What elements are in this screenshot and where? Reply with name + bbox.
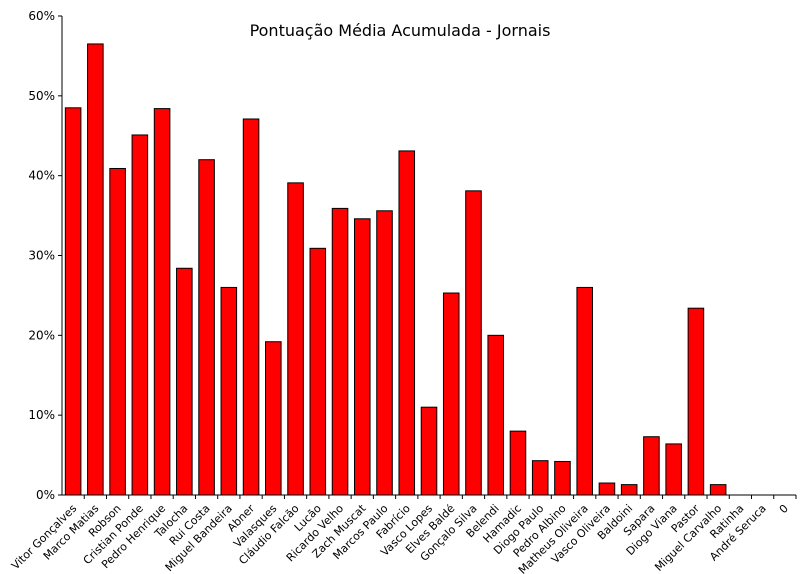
bar xyxy=(131,134,149,496)
bar xyxy=(153,108,171,496)
bar xyxy=(265,341,282,496)
y-tick-label: 30% xyxy=(28,249,55,263)
bar xyxy=(531,460,549,496)
y-tick-label: 20% xyxy=(28,328,55,342)
bar xyxy=(176,267,193,496)
y-tick-label: 40% xyxy=(28,169,55,183)
bar xyxy=(398,150,416,496)
bars-group xyxy=(64,43,727,496)
bar xyxy=(353,218,371,496)
bar xyxy=(665,443,682,496)
bar xyxy=(287,182,304,496)
bar xyxy=(687,307,705,496)
y-tick-label: 50% xyxy=(28,89,55,103)
y-tick-label: 10% xyxy=(28,408,55,422)
bar xyxy=(576,286,593,496)
x-tick-label: 0 xyxy=(777,502,791,516)
y-tick-label: 60% xyxy=(28,9,55,23)
chart-title: Pontuação Média Acumulada - Jornais xyxy=(250,21,551,40)
y-axis-ticks: 0% 10% 20% 30% 40% 50% 60% xyxy=(28,9,62,502)
bar xyxy=(198,159,215,496)
bar xyxy=(220,286,238,496)
bar xyxy=(309,247,327,496)
bar xyxy=(643,436,660,496)
bar xyxy=(509,430,527,496)
bar xyxy=(109,167,126,496)
bar xyxy=(709,484,727,496)
bar xyxy=(331,207,349,496)
bar xyxy=(554,460,571,496)
bar xyxy=(242,118,260,496)
bar xyxy=(420,406,438,496)
bar xyxy=(64,107,82,496)
bar xyxy=(620,484,638,496)
bar xyxy=(87,43,104,496)
bar xyxy=(465,190,482,496)
bar xyxy=(598,482,616,496)
y-tick-label: 0% xyxy=(36,488,55,502)
bar xyxy=(487,334,505,496)
bar xyxy=(376,210,393,496)
bar xyxy=(442,292,460,496)
